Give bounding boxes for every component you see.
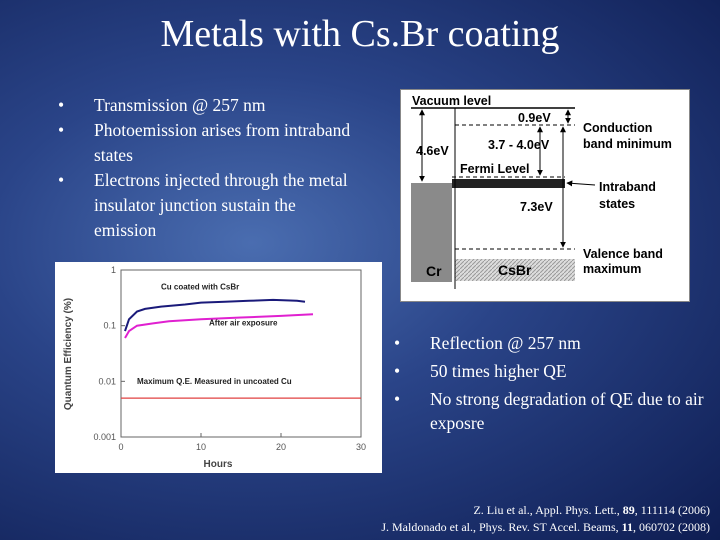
bullet: Electrons injected through the metal ins… [58,168,358,243]
y-tick-label: 0.001 [93,432,116,442]
arrow [566,180,596,187]
bullet: Transmission @ 257 nm [58,93,358,118]
series-line [124,298,306,332]
diagram-label: 0.9eV [518,111,551,125]
diagram-label: 3.7 - 4.0eV [488,138,550,152]
qe-chart: Hours Quantum Efficiency (%) 1 0.1 0.01 0.0… [55,262,382,473]
reference: J. Maldonado et al., Phys. Rev. ST Accel… [381,519,710,536]
diagram-label: Valence band [583,247,663,261]
ref-text: Z. Liu et al., Appl. Phys. Lett., [473,503,623,517]
series-label: Cu coated with CsBr [161,282,239,291]
bullet: Reflection @ 257 nm [394,331,704,355]
metal-block [411,183,452,282]
x-axis-label: Hours [204,459,233,470]
ref-volume: 11 [621,520,633,534]
diagram-label: CsBr [498,262,532,278]
x-tick-label: 20 [276,442,286,452]
energy-diagram: Vacuum level 0.9eV 3.7 - 4.0eV 4.6eV Fer… [400,89,690,302]
plot-frame [120,269,362,438]
diagram-label: maximum [583,262,641,276]
bullet: Photoemission arises from intraband stat… [58,118,358,168]
diagram-label: band minimum [583,137,672,151]
ref-text: J. Maldonado et al., Phys. Rev. ST Accel… [381,520,622,534]
diagram-label: Intraband [599,180,656,194]
bullet: No strong degradation of QE due to air e… [394,387,704,435]
diagram-label: states [599,197,635,211]
valence-band [455,259,575,281]
bullet: 50 times higher QE [394,359,704,383]
bullet-list: Transmission @ 257 nm Photoemission aris… [58,93,358,243]
references: Z. Liu et al., Appl. Phys. Lett., 89, 11… [381,502,710,536]
y-axis-label: Quantum Efficiency (%) [63,298,74,410]
reference: Z. Liu et al., Appl. Phys. Lett., 89, 11… [381,502,710,519]
diagram-label: Conduction [583,121,652,135]
x-tick-label: 30 [356,442,366,452]
diagram-label: 7.3eV [520,200,553,214]
y-tick-label: 0.1 [103,321,116,331]
bullet-list: Reflection @ 257 nm 50 times higher QE N… [394,331,704,439]
series-label: After air exposure [209,319,278,328]
ref-text: , 060702 (2008) [633,520,710,534]
ref-volume: 89 [622,503,635,517]
x-tick-label: 0 [118,442,123,452]
intraband-bar [452,179,565,188]
diagram-label: Fermi Level [460,162,529,176]
slide-title: Metals with Cs.Br coating [160,13,560,55]
diagram-label: 4.6eV [416,144,449,158]
ref-text: , 111114 (2006) [634,503,710,517]
diagram-label: Vacuum level [412,94,491,108]
y-tick-label: 0.01 [98,376,116,386]
diagram-label: Cr [426,263,442,279]
y-tick-label: 1 [111,265,116,275]
x-tick-label: 10 [196,442,206,452]
series-line [124,313,314,339]
series-label: Maximum Q.E. Measured in uncoated Cu [137,377,292,386]
chart-background [55,262,382,473]
